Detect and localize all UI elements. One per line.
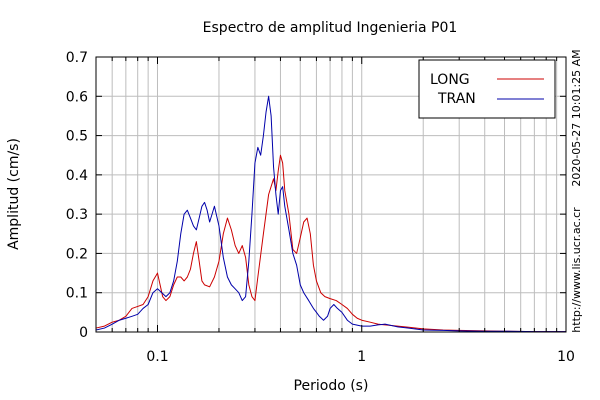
legend-label-tran: TRAN [437, 91, 476, 107]
timestamp-text: 2020-05-27 10:01:25 AM [570, 49, 583, 186]
series-lines [95, 95, 566, 333]
x-tick-label: 10 [557, 349, 575, 365]
x-axis-label: Periodo (s) [294, 378, 369, 394]
y-tick-label: 0.1 [66, 286, 88, 302]
y-tick-label: 0.4 [66, 168, 88, 184]
legend: LONG TRAN [418, 59, 556, 119]
chart-title: Espectro de amplitud Ingenieria P01 [203, 20, 458, 36]
legend-box [418, 59, 556, 119]
axis-ticks: 0 0.1 0.2 0.3 0.4 0.5 0.6 0.7 0.1 1 10 [66, 50, 575, 365]
y-tick-label: 0.3 [66, 207, 88, 223]
legend-label-long: LONG [430, 72, 470, 88]
source-url-text: http://www.lis.ucr.ac.cr [570, 207, 583, 333]
y-axis-label: Amplitud (cm/s) [6, 138, 22, 250]
x-tick-label: 1 [357, 349, 366, 365]
series-line-long [95, 154, 566, 333]
grid [95, 56, 567, 333]
y-tick-label: 0.7 [66, 50, 88, 66]
series-line-tran [95, 95, 566, 333]
x-tick-label: 0.1 [146, 349, 168, 365]
plot-frame [95, 56, 567, 333]
y-tick-label: 0.2 [66, 246, 88, 262]
y-tick-label: 0 [79, 325, 88, 341]
y-tick-label: 0.5 [66, 129, 88, 145]
y-tick-label: 0.6 [66, 89, 88, 105]
